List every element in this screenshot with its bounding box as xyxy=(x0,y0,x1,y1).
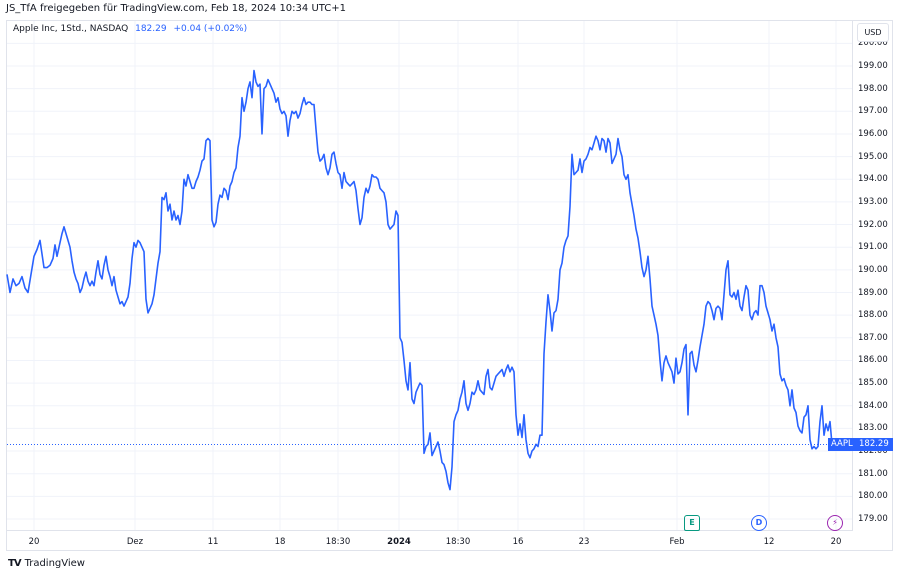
dividend-event-icon[interactable]: D xyxy=(751,515,767,531)
split-event-icon[interactable]: ⚡ xyxy=(827,515,843,531)
tradingview-logo-icon: TV xyxy=(8,558,22,569)
time-tick-label: Feb xyxy=(669,537,685,547)
price-tick-label: 180.00 xyxy=(858,491,888,502)
time-tick-label: 20 xyxy=(830,537,842,547)
price-tick-label: 188.00 xyxy=(858,310,888,321)
time-tick-label: 16 xyxy=(512,537,524,547)
legend-change: +0.04 (+0.02%) xyxy=(173,24,248,34)
time-tick-label: 20 xyxy=(28,537,40,547)
price-series-line xyxy=(6,69,833,491)
price-tick-label: 198.00 xyxy=(858,83,888,94)
price-tick-label: 183.00 xyxy=(858,423,888,434)
price-tick-label: 186.00 xyxy=(858,355,888,366)
tradingview-brand-text: TradingView xyxy=(24,558,85,569)
symbol-legend[interactable]: Apple Inc, 1Std., NASDAQ 182.29 +0.04 (+… xyxy=(13,24,247,34)
time-tick-label: 18 xyxy=(274,537,286,547)
price-tick-label: 194.00 xyxy=(858,174,888,185)
price-tick-label: 199.00 xyxy=(858,61,888,71)
price-tick-label: 193.00 xyxy=(858,196,888,207)
chart-frame xyxy=(6,20,893,551)
price-tick-label: 189.00 xyxy=(858,287,888,298)
grid-lines xyxy=(7,21,852,530)
price-tick-label: 185.00 xyxy=(858,378,888,389)
footer-branding[interactable]: TV TradingView xyxy=(8,558,85,569)
price-tick-label: 184.00 xyxy=(858,400,888,411)
price-tick-label: 200.00 xyxy=(858,38,888,49)
price-tick-label: 192.00 xyxy=(858,219,888,230)
time-tick-label: Dez xyxy=(126,537,144,547)
legend-symbol: Apple Inc, 1Std., NASDAQ xyxy=(13,24,129,34)
legend-last-price: 182.29 xyxy=(135,24,167,34)
last-price-symbol-tag: AAPL xyxy=(828,438,856,451)
price-tick-label: 179.00 xyxy=(858,514,888,524)
time-tick-label: 18:30 xyxy=(445,537,471,547)
price-tick-label: 195.00 xyxy=(858,151,888,162)
price-tick-label: 196.00 xyxy=(858,128,888,139)
earnings-event-icon[interactable]: E xyxy=(684,515,700,531)
price-tick-label: 187.00 xyxy=(858,332,888,343)
price-tick-label: 182.00 xyxy=(858,446,888,457)
time-tick-label: 11 xyxy=(207,537,219,547)
share-attribution: JS_TfA freigegeben für TradingView.com, … xyxy=(6,3,347,14)
time-tick-label: 18:30 xyxy=(325,537,351,547)
price-tick-label: 181.00 xyxy=(858,468,888,479)
time-axis[interactable] xyxy=(6,530,853,551)
price-tick-label: 190.00 xyxy=(858,264,888,275)
currency-button[interactable]: USD xyxy=(857,23,889,42)
time-tick-label: 12 xyxy=(763,537,775,547)
price-axis[interactable] xyxy=(852,20,893,531)
time-tick-label: 2024 xyxy=(387,537,411,547)
price-tick-label: 191.00 xyxy=(858,242,888,253)
last-price-value-tag: 182.29 xyxy=(856,438,893,451)
price-tick-label: 197.00 xyxy=(858,106,888,117)
time-tick-label: 23 xyxy=(578,537,590,547)
